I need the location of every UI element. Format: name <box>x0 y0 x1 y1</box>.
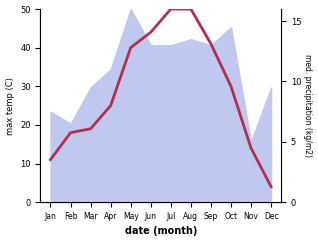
Y-axis label: max temp (C): max temp (C) <box>5 77 15 135</box>
Y-axis label: med. precipitation (kg/m2): med. precipitation (kg/m2) <box>303 54 313 157</box>
X-axis label: date (month): date (month) <box>125 227 197 236</box>
